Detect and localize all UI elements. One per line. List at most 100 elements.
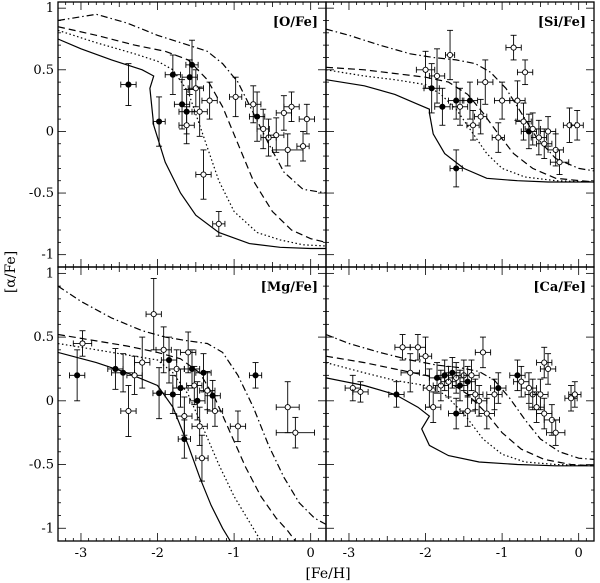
filled-marker xyxy=(453,165,460,172)
open-marker xyxy=(196,423,203,430)
open-marker xyxy=(541,359,548,366)
data-point xyxy=(187,69,204,108)
x-tick-label: -1 xyxy=(496,546,509,561)
filled-marker xyxy=(120,369,127,376)
model-curve-dashdot xyxy=(58,13,326,194)
data-point xyxy=(509,359,526,392)
filled-marker xyxy=(178,101,186,108)
data-point xyxy=(120,385,137,437)
data-point xyxy=(451,87,469,126)
data-point xyxy=(248,91,266,142)
data-points xyxy=(415,29,584,188)
model-curve-dashdot xyxy=(58,285,326,525)
open-marker xyxy=(468,372,475,379)
y-axis-label: [α/Fe] xyxy=(3,251,19,293)
model-curve-dotted xyxy=(326,69,594,183)
panel-1: [Si/Fe] xyxy=(325,1,595,268)
x-tick-label: -3 xyxy=(343,546,356,561)
data-point xyxy=(509,80,526,121)
open-marker xyxy=(571,391,578,398)
data-point xyxy=(296,130,310,162)
x-tick-label: -2 xyxy=(419,546,432,561)
data-point xyxy=(206,395,224,427)
open-marker xyxy=(469,122,477,129)
data-point xyxy=(152,367,166,420)
y-tick-label: 1 xyxy=(46,1,54,16)
filled-marker xyxy=(156,118,163,125)
open-marker xyxy=(556,159,563,166)
open-marker xyxy=(131,372,138,379)
curves xyxy=(58,285,326,541)
data-point xyxy=(189,381,206,421)
open-marker xyxy=(196,108,203,115)
data-point xyxy=(72,330,93,357)
filled-marker xyxy=(169,71,176,78)
open-marker xyxy=(482,79,489,86)
data-point xyxy=(173,79,191,130)
data-point xyxy=(283,91,300,123)
y-tick-label: 0.5 xyxy=(33,63,54,78)
open-marker xyxy=(456,103,464,110)
open-marker xyxy=(574,122,581,129)
open-marker xyxy=(181,413,188,420)
data-point xyxy=(513,365,530,398)
open-marker xyxy=(292,429,299,436)
model-curve-dotted xyxy=(58,342,262,541)
data-point xyxy=(271,133,304,167)
open-marker xyxy=(483,410,490,417)
data-point xyxy=(111,353,136,393)
data-point xyxy=(418,336,433,376)
data-point xyxy=(352,381,369,403)
open-marker xyxy=(520,118,527,125)
filled-marker xyxy=(169,391,176,398)
data-point xyxy=(536,346,553,379)
open-marker xyxy=(522,69,529,76)
filled-marker xyxy=(125,81,132,88)
data-point xyxy=(477,59,494,105)
data-point xyxy=(478,397,495,430)
data-point xyxy=(168,349,185,389)
open-marker xyxy=(499,97,506,104)
filled-marker xyxy=(252,372,259,379)
data-point xyxy=(570,110,584,141)
data-point xyxy=(524,112,541,146)
filled-marker xyxy=(74,372,81,379)
filled-marker xyxy=(495,385,502,392)
data-point xyxy=(152,96,166,147)
data-point xyxy=(415,50,436,89)
data-point xyxy=(449,149,463,188)
data-point xyxy=(564,385,578,412)
open-marker xyxy=(422,353,429,360)
open-marker xyxy=(260,125,267,133)
filled-marker xyxy=(393,391,400,398)
data-point xyxy=(195,353,212,393)
data-point xyxy=(185,39,199,90)
open-marker xyxy=(491,391,498,398)
data-point xyxy=(543,404,560,436)
data-point xyxy=(164,374,181,415)
data-point xyxy=(448,81,465,120)
open-marker xyxy=(191,382,198,389)
data-point xyxy=(256,108,270,150)
data-point xyxy=(344,374,361,402)
data-point xyxy=(486,378,503,411)
data-point xyxy=(461,81,479,120)
open-marker xyxy=(211,407,219,415)
data-point xyxy=(568,381,582,408)
y-tick-label: -0.5 xyxy=(29,186,54,201)
open-marker xyxy=(299,143,307,150)
open-marker xyxy=(552,429,559,436)
panel-frame xyxy=(325,1,595,268)
filled-marker xyxy=(156,390,163,397)
open-marker xyxy=(204,387,211,394)
y-tick-label: -0.5 xyxy=(29,458,54,473)
data-point xyxy=(425,391,442,423)
panel-frame xyxy=(57,266,327,542)
data-point xyxy=(229,76,243,118)
data-point xyxy=(201,81,218,120)
data-point xyxy=(164,54,181,95)
data-point xyxy=(434,87,451,126)
x-tick-label: -3 xyxy=(75,546,88,561)
data-point xyxy=(490,372,507,404)
data-point xyxy=(459,395,476,427)
